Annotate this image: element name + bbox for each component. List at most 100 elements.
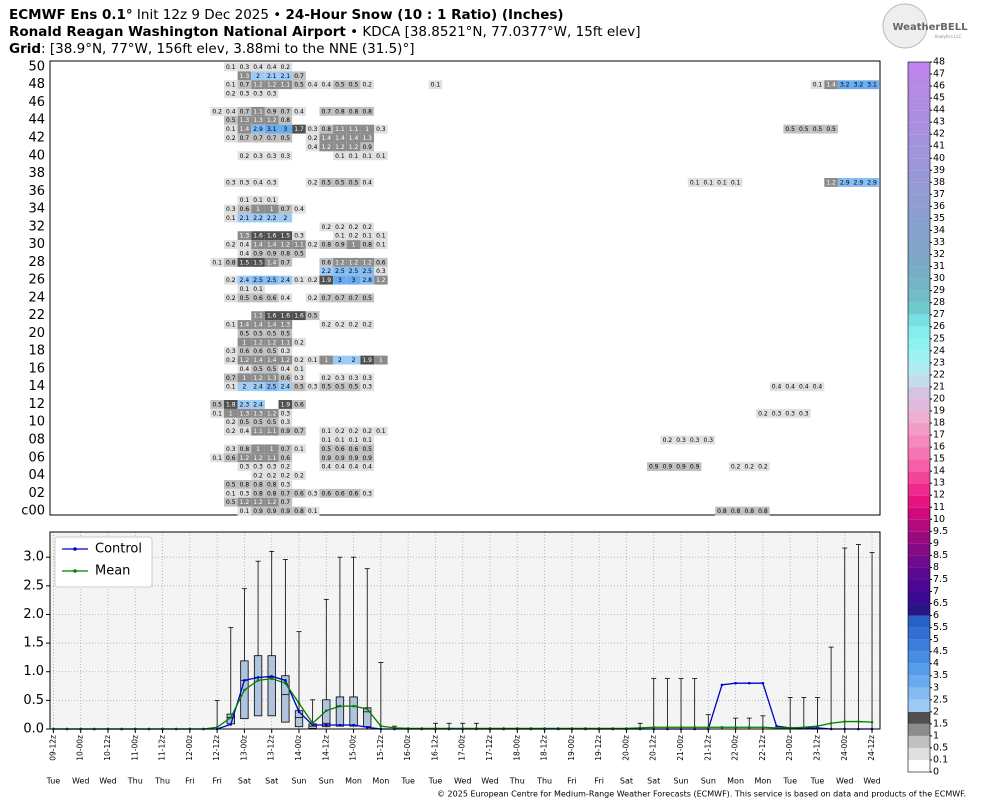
colorbar-segment bbox=[908, 218, 930, 231]
cell-label: 0.3 bbox=[253, 91, 263, 98]
colorbar-segment bbox=[908, 182, 930, 195]
heat-cell bbox=[223, 257, 238, 267]
plot-frame bbox=[49, 531, 881, 730]
cell-label: 0.9 bbox=[253, 250, 263, 257]
heat-cell bbox=[237, 80, 252, 90]
plot-background bbox=[50, 532, 880, 729]
cell-label: 0.7 bbox=[281, 108, 291, 115]
heat-cell bbox=[360, 106, 375, 116]
heat-cell bbox=[346, 355, 361, 365]
heat-cell bbox=[783, 408, 797, 418]
heat-cell bbox=[728, 177, 743, 187]
series-point bbox=[352, 704, 355, 708]
heat-cell bbox=[333, 177, 347, 187]
colorbar-label: 37 bbox=[933, 189, 945, 200]
colorbar-segment bbox=[908, 687, 930, 700]
heat-cell bbox=[237, 213, 252, 223]
heat-cell bbox=[278, 71, 293, 81]
cell-label: 1.1 bbox=[281, 339, 291, 346]
heat-cell bbox=[223, 213, 238, 223]
colorbar-segment bbox=[908, 410, 930, 424]
cell-label: 2 bbox=[256, 73, 260, 80]
colorbar-segment bbox=[908, 495, 930, 508]
cell-label: 0.7 bbox=[349, 295, 359, 302]
heat-cell bbox=[305, 177, 320, 187]
heat-cell bbox=[333, 142, 347, 152]
heat-cell bbox=[278, 488, 293, 498]
colorbar-label: 26 bbox=[933, 321, 945, 332]
heat-cell bbox=[292, 382, 306, 392]
heat-cell bbox=[660, 435, 675, 445]
heat-cell bbox=[278, 213, 293, 223]
cell-label: 0.3 bbox=[281, 481, 291, 488]
heat-cell bbox=[237, 320, 252, 329]
day-label: Tue bbox=[400, 777, 415, 786]
heat-cell bbox=[292, 231, 306, 241]
cell-label: 0.3 bbox=[335, 375, 345, 382]
heat-cell bbox=[264, 177, 279, 187]
x-tick-label: 22-12z bbox=[758, 735, 767, 761]
day-label: Thu bbox=[509, 777, 525, 786]
heat-cell bbox=[251, 471, 265, 480]
cell-label: 1.1 bbox=[253, 313, 263, 320]
heat-cell bbox=[333, 133, 347, 143]
heat-cell bbox=[210, 257, 224, 267]
colorbar-label: 38 bbox=[933, 177, 945, 188]
cell-label: 1.4 bbox=[253, 357, 263, 364]
series-point bbox=[256, 679, 260, 682]
heat-cell bbox=[346, 426, 361, 436]
colorbar-label: 29 bbox=[933, 285, 945, 296]
heat-cell bbox=[251, 62, 265, 72]
cell-label: 0.2 bbox=[267, 473, 277, 480]
series-point bbox=[720, 725, 724, 729]
heat-cell bbox=[865, 177, 879, 187]
colorbar-label: 5 bbox=[933, 634, 939, 645]
cell-label: 1.2 bbox=[335, 144, 345, 151]
colorbar-label: 6 bbox=[933, 610, 939, 621]
heat-cell bbox=[251, 231, 265, 241]
cell-label: 0.8 bbox=[322, 242, 332, 249]
x-tick-label: 15-12z bbox=[376, 735, 385, 761]
cell-label: 2 bbox=[338, 357, 342, 364]
heat-cell bbox=[851, 177, 866, 187]
heat-cell bbox=[264, 328, 279, 338]
heat-cell bbox=[251, 364, 265, 374]
heat-cell bbox=[278, 204, 293, 214]
box bbox=[322, 699, 331, 728]
cell-label: 0.2 bbox=[731, 464, 741, 471]
y-tick-label: 0.0 bbox=[23, 722, 44, 737]
heat-cell bbox=[346, 453, 361, 463]
cell-label: 0.2 bbox=[322, 224, 332, 231]
cell-label: 0.8 bbox=[744, 508, 754, 515]
day-label: Sat bbox=[647, 777, 660, 786]
legend-label: Mean bbox=[95, 564, 130, 579]
cell-label: 0.3 bbox=[240, 490, 250, 497]
heat-cell bbox=[333, 435, 347, 445]
heat-cell bbox=[333, 124, 347, 134]
x-tick-label: 14-12z bbox=[321, 735, 330, 761]
cell-label: 0.3 bbox=[376, 268, 386, 275]
heat-cell bbox=[319, 106, 334, 116]
cell-label: 0.2 bbox=[294, 339, 304, 346]
heat-cell bbox=[360, 151, 375, 161]
cell-label: 0.1 bbox=[362, 437, 372, 444]
grid-label: Grid bbox=[9, 41, 41, 57]
series-point bbox=[734, 681, 737, 685]
heat-cell bbox=[674, 435, 688, 445]
cell-label: 0.1 bbox=[376, 428, 386, 435]
heat-cell bbox=[333, 151, 347, 161]
heat-cell bbox=[237, 151, 252, 161]
colorbar-label: 36 bbox=[933, 201, 945, 212]
colorbar-label: 5.5 bbox=[933, 622, 948, 633]
heat-cell bbox=[346, 80, 361, 90]
cell-label: 0.5 bbox=[349, 82, 359, 89]
heat-cell bbox=[824, 124, 838, 134]
y-tick-label: 32 bbox=[28, 219, 45, 234]
cell-label: 0.3 bbox=[308, 126, 318, 133]
cell-label: 0.1 bbox=[212, 410, 222, 417]
heat-cell bbox=[360, 222, 375, 232]
heat-cell bbox=[223, 497, 238, 507]
cell-label: 1 bbox=[243, 375, 247, 382]
colorbar-label: 27 bbox=[933, 309, 945, 320]
cell-label: 1.1 bbox=[267, 428, 277, 435]
